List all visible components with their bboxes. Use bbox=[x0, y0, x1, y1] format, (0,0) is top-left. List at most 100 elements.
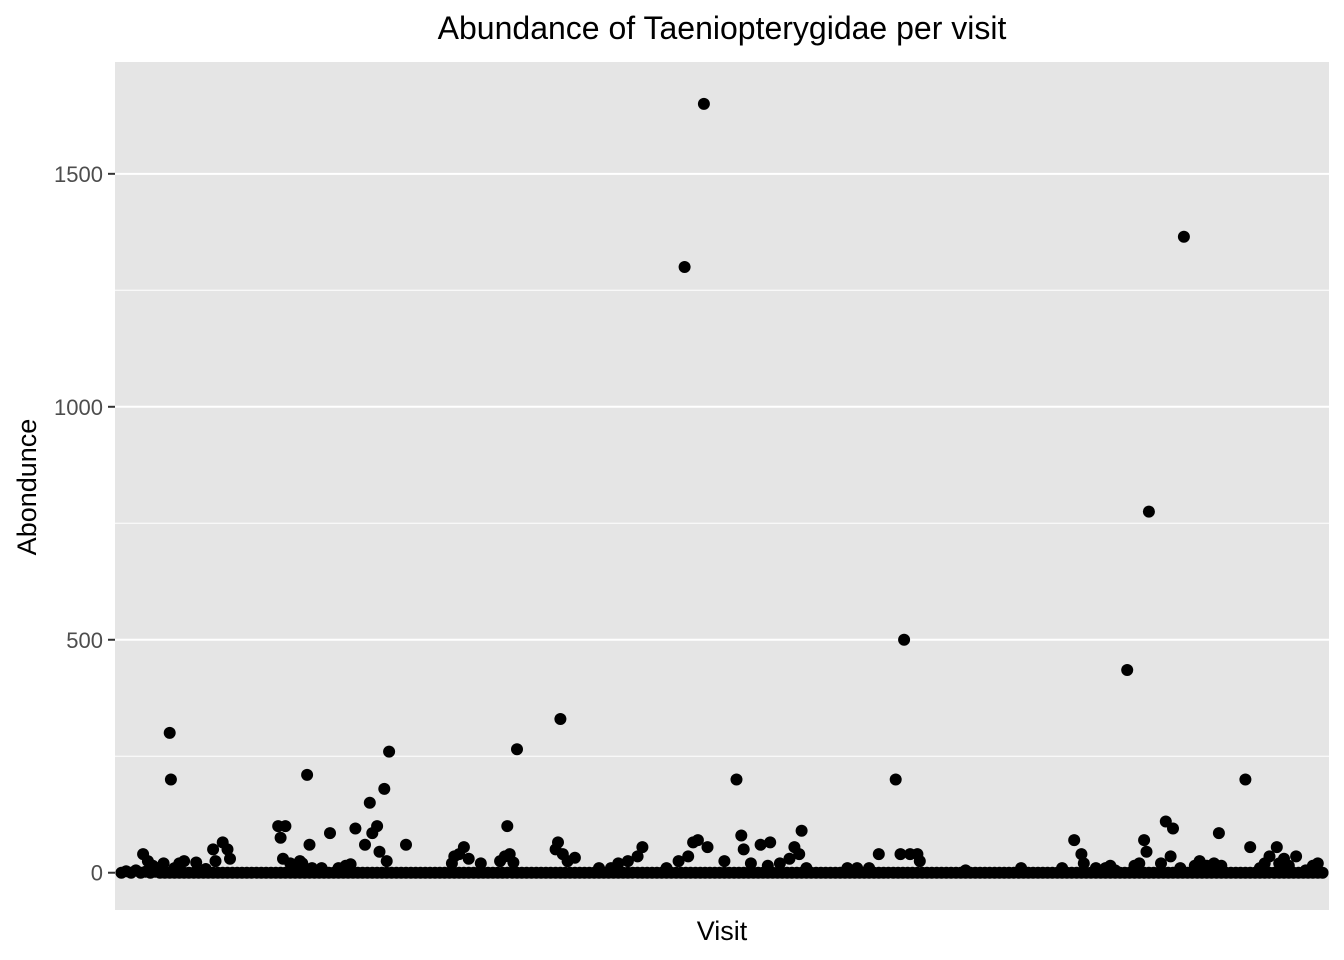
data-point bbox=[296, 857, 309, 870]
data-point bbox=[1311, 857, 1324, 870]
data-point bbox=[511, 743, 523, 756]
data-point bbox=[164, 773, 177, 786]
data-point bbox=[1077, 857, 1090, 870]
y-tick-label: 0 bbox=[91, 861, 103, 886]
data-point bbox=[1155, 857, 1167, 870]
data-point bbox=[1263, 850, 1276, 863]
data-point bbox=[764, 836, 777, 849]
data-point bbox=[279, 820, 292, 833]
data-point bbox=[306, 862, 318, 875]
data-point bbox=[660, 862, 673, 875]
data-point bbox=[889, 773, 902, 786]
data-point bbox=[359, 838, 371, 851]
data-point bbox=[1121, 664, 1134, 676]
data-point bbox=[913, 855, 926, 868]
data-point bbox=[754, 838, 767, 851]
data-point bbox=[1215, 859, 1228, 872]
data-point bbox=[1177, 230, 1190, 243]
data-point bbox=[190, 856, 203, 869]
data-point bbox=[672, 855, 685, 868]
data-points bbox=[115, 97, 1329, 879]
data-point bbox=[1290, 850, 1303, 863]
data-point bbox=[793, 848, 806, 861]
data-point bbox=[621, 855, 634, 868]
data-point bbox=[462, 852, 475, 865]
y-tick-label: 500 bbox=[66, 628, 103, 653]
data-point bbox=[1316, 866, 1329, 879]
data-point bbox=[735, 829, 748, 842]
data-point bbox=[224, 852, 236, 865]
data-point bbox=[773, 857, 786, 870]
data-point bbox=[301, 768, 314, 781]
data-point bbox=[872, 848, 885, 861]
data-point bbox=[691, 834, 704, 847]
data-point bbox=[1075, 848, 1088, 861]
data-point bbox=[303, 838, 316, 851]
data-point bbox=[851, 862, 864, 875]
data-point bbox=[324, 827, 336, 840]
data-point bbox=[371, 820, 384, 833]
data-point bbox=[1167, 822, 1179, 835]
data-point bbox=[1239, 773, 1252, 786]
data-point bbox=[207, 843, 220, 856]
data-point bbox=[1068, 834, 1081, 847]
data-point bbox=[1270, 841, 1283, 854]
y-tick-label: 1500 bbox=[54, 162, 103, 187]
data-point bbox=[274, 831, 287, 844]
chart-title: Abundance of Taeniopterygidae per visit bbox=[438, 10, 1007, 46]
y-axis: 0 500 1000 1500 bbox=[54, 162, 115, 886]
data-point bbox=[701, 841, 714, 854]
data-point bbox=[1133, 857, 1146, 870]
data-point bbox=[761, 859, 774, 872]
data-point bbox=[501, 820, 514, 833]
data-point bbox=[474, 857, 487, 870]
data-point bbox=[1282, 859, 1295, 872]
data-point bbox=[800, 862, 813, 875]
data-point bbox=[682, 850, 695, 863]
data-point bbox=[697, 97, 710, 110]
data-point bbox=[554, 713, 567, 725]
data-point bbox=[1140, 845, 1153, 858]
data-point bbox=[863, 862, 876, 875]
data-point bbox=[959, 864, 972, 877]
data-point bbox=[1109, 864, 1122, 877]
data-point bbox=[363, 796, 376, 809]
data-point bbox=[221, 843, 234, 856]
data-point bbox=[593, 862, 605, 875]
data-point bbox=[178, 855, 191, 868]
data-point bbox=[552, 836, 564, 849]
data-point bbox=[349, 822, 362, 835]
data-point bbox=[199, 863, 212, 875]
data-point bbox=[1212, 827, 1225, 840]
data-point bbox=[718, 855, 731, 868]
data-point bbox=[1244, 841, 1257, 854]
data-point bbox=[737, 843, 750, 856]
data-point bbox=[507, 856, 520, 869]
data-point bbox=[157, 857, 170, 870]
data-point bbox=[678, 261, 691, 273]
data-point bbox=[841, 862, 854, 875]
data-point bbox=[380, 855, 393, 868]
data-point bbox=[373, 845, 386, 858]
data-point bbox=[631, 850, 644, 863]
data-point bbox=[636, 841, 649, 854]
y-tick-label: 1000 bbox=[54, 395, 103, 420]
data-point bbox=[1164, 850, 1177, 863]
data-point bbox=[1015, 862, 1028, 875]
data-point bbox=[1089, 862, 1102, 875]
data-point bbox=[894, 848, 907, 861]
data-point bbox=[163, 726, 176, 739]
data-point bbox=[1174, 862, 1187, 875]
plot-panel bbox=[115, 62, 1329, 910]
data-point bbox=[315, 862, 328, 875]
data-point bbox=[209, 855, 222, 868]
data-point bbox=[457, 841, 470, 854]
data-point bbox=[1142, 505, 1155, 518]
data-point bbox=[383, 745, 396, 758]
data-point bbox=[898, 633, 911, 646]
data-point bbox=[1138, 834, 1151, 847]
data-point bbox=[400, 838, 412, 851]
x-axis-title: Visit bbox=[697, 916, 748, 946]
data-point bbox=[378, 782, 391, 795]
data-point bbox=[612, 857, 625, 870]
